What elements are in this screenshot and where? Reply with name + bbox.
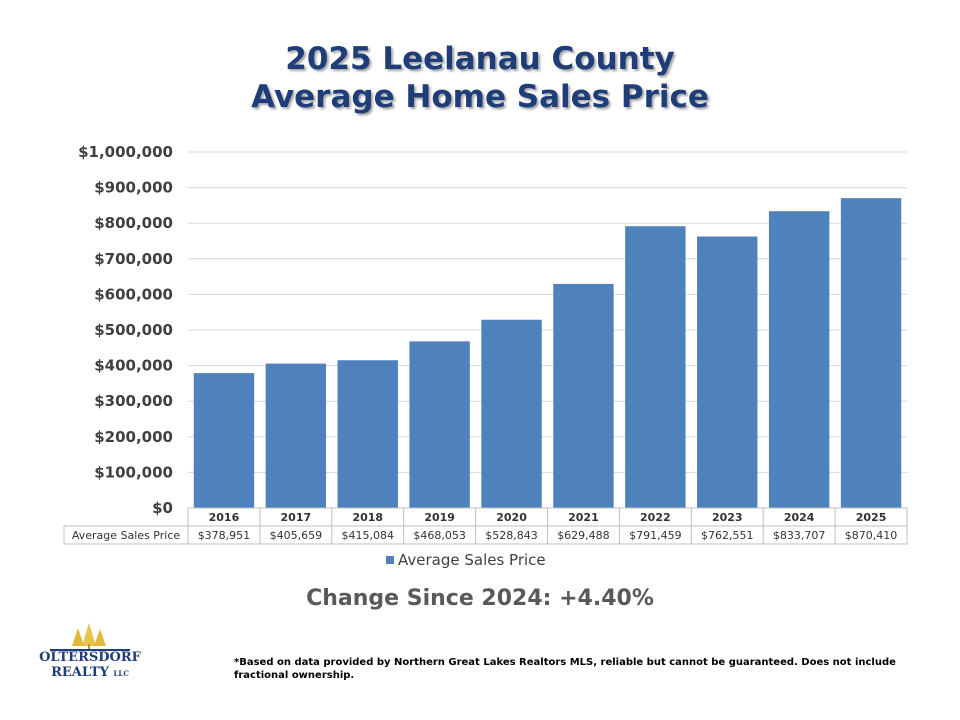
x-tick-label: 2021 [568,511,599,524]
data-label: $378,951 [198,529,251,542]
y-tick-label: $300,000 [94,392,173,410]
bar [409,341,470,508]
chart-title-line1: 2025 Leelanau County [285,41,675,77]
y-tick-label: $400,000 [94,357,173,375]
logo-name: OLTERSDORF [39,650,141,665]
x-tick-label: 2017 [281,511,312,524]
legend-swatch [386,556,394,564]
bar [768,211,830,508]
y-tick-label: $200,000 [94,428,173,446]
bar [265,363,327,508]
x-tick-label: 2025 [856,511,887,524]
data-label: $762,551 [701,529,754,542]
chart-title: 2025 Leelanau County Average Home Sales … [0,40,960,116]
bar [193,373,255,508]
chart-title-line2: Average Home Sales Price [251,79,709,115]
bar-chart: $0 $100,000 $200,000 $300,000 $400,000 $500,0… [63,143,908,569]
y-tick-label: $0 [152,499,173,517]
footnote: *Based on data provided by Northern Grea… [234,657,896,681]
y-tick-label: $900,000 [94,179,173,197]
y-tick-label: $500,000 [94,321,173,339]
y-tick-label: $600,000 [94,285,173,303]
y-tick-label: $700,000 [94,250,173,268]
data-label: $870,410 [845,529,898,542]
data-label: $629,488 [557,529,610,542]
x-tick-label: 2023 [712,511,743,524]
x-tick-label: 2018 [352,511,383,524]
data-label: $833,707 [773,529,826,542]
bar [553,283,614,508]
bar [697,236,758,508]
bar [840,198,902,508]
data-label: $791,459 [629,529,682,542]
bar [625,226,686,508]
bar [481,319,542,508]
logo-realty-word: REALTY [51,665,109,680]
bar [337,360,398,508]
y-tick-label: $100,000 [94,463,173,481]
table-row-header: Average Sales Price [72,529,181,542]
x-tick-label: 2016 [209,511,240,524]
x-tick-label: 2024 [784,511,815,524]
x-tick-label: 2020 [496,511,527,524]
logo-llc: LLC [113,669,129,678]
data-label: $415,084 [342,529,395,542]
y-tick-label: $800,000 [94,214,173,232]
y-tick-label: $1,000,000 [78,143,173,161]
company-logo: OLTERSDORF REALTY LLC [30,620,150,690]
logo-realty: REALTY LLC [30,665,150,680]
legend-label: Average Sales Price [398,551,546,569]
data-label: $405,659 [270,529,323,542]
pine-trees-icon [50,623,130,651]
x-tick-label: 2022 [640,511,671,524]
data-label: $528,843 [485,529,538,542]
x-tick-label: 2019 [424,511,455,524]
change-since-label: Change Since 2024: +4.40% [306,586,654,611]
data-label: $468,053 [413,529,466,542]
